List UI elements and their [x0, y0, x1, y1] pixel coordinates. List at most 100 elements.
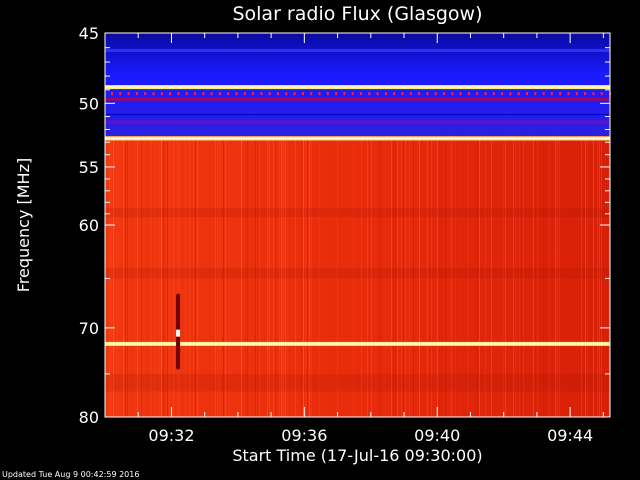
texture-streak — [273, 135, 274, 418]
texture-streak — [179, 135, 180, 418]
texture-band — [105, 268, 610, 279]
texture-streak — [309, 135, 310, 418]
texture-streak — [367, 135, 368, 418]
texture-streak — [371, 135, 372, 418]
texture-streak — [445, 135, 446, 418]
texture-streak — [537, 135, 538, 418]
marker-dot — [293, 92, 296, 96]
marker-dot — [119, 92, 122, 96]
burst-peak — [176, 329, 181, 337]
x-axis: 09:32 09:36 09:40 09:44 — [137, 33, 604, 445]
texture-streak — [295, 135, 296, 418]
texture-streak — [197, 135, 198, 418]
texture-streak — [439, 135, 440, 418]
texture-streak — [581, 135, 582, 418]
marker-dot — [584, 92, 587, 96]
marker-dot — [550, 92, 553, 96]
marker-dot — [135, 92, 138, 96]
marker-dot — [418, 92, 421, 96]
y-tick-label: 55 — [79, 158, 99, 177]
texture-streak — [303, 135, 304, 418]
marker-dot — [343, 92, 346, 96]
texture-streak — [229, 135, 230, 418]
marker-dot — [218, 92, 221, 96]
marker-dot — [351, 92, 354, 96]
texture-streak — [173, 135, 174, 418]
texture-streak — [137, 135, 138, 418]
texture-streak — [521, 135, 522, 418]
texture-streak — [405, 135, 406, 418]
texture-streak — [147, 135, 148, 418]
marker-dot — [243, 92, 246, 96]
texture-streak — [429, 135, 430, 418]
marker-dot — [567, 92, 570, 96]
marker-dot — [235, 92, 238, 96]
texture-streak — [457, 135, 458, 418]
texture-stripe — [105, 97, 610, 101]
marker-dot — [368, 92, 371, 96]
texture-streak — [111, 135, 112, 418]
marker-dot — [517, 92, 520, 96]
marker-dot — [426, 92, 429, 96]
texture-streak — [159, 135, 160, 418]
x-tick-label: 09:32 — [148, 426, 194, 445]
marker-dot — [459, 92, 462, 96]
plot-area — [105, 33, 610, 418]
texture-streak — [379, 135, 380, 418]
marker-dot — [160, 92, 163, 96]
x-tick-label: 09:36 — [281, 426, 327, 445]
texture-streak — [131, 135, 132, 418]
texture-streak — [305, 135, 306, 418]
texture-streak — [599, 135, 600, 418]
texture-streak — [533, 135, 534, 418]
texture-streak — [161, 135, 162, 418]
marker-dot — [285, 92, 288, 96]
marker-dot — [492, 92, 495, 96]
marker-dot — [335, 92, 338, 96]
marker-dot — [509, 92, 512, 96]
bright-line-core — [105, 137, 610, 140]
texture-streak — [505, 135, 506, 418]
texture-streak — [401, 135, 402, 418]
marker-dot — [260, 92, 263, 96]
texture-streak — [485, 135, 486, 418]
marker-dot — [600, 92, 603, 96]
texture-stripe — [105, 49, 610, 53]
texture-streak — [301, 135, 302, 418]
texture-streak — [543, 135, 544, 418]
texture-streak — [491, 135, 492, 418]
texture-streak — [219, 135, 220, 418]
texture-streak — [279, 135, 280, 418]
marker-dot — [277, 92, 279, 96]
marker-dot — [542, 92, 545, 96]
x-axis-label: Start Time (17-Jul-16 09:30:00) — [232, 446, 483, 465]
texture-stripe — [105, 120, 610, 125]
marker-dot — [592, 92, 595, 96]
texture-streak — [285, 135, 286, 418]
texture-streak — [151, 135, 152, 418]
marker-dot — [360, 92, 362, 96]
marker-dot — [301, 92, 304, 96]
texture-streak — [523, 135, 524, 418]
marker-dot — [559, 92, 562, 96]
marker-dot — [169, 92, 172, 96]
texture-streak — [167, 135, 168, 418]
texture-band — [105, 373, 610, 392]
texture-streak — [215, 135, 216, 418]
band-low — [105, 33, 610, 136]
texture-streak — [127, 135, 128, 418]
texture-streak — [597, 135, 598, 418]
texture-streak — [125, 135, 126, 418]
texture-streak — [479, 135, 480, 418]
texture-streak — [269, 135, 270, 418]
texture-streak — [193, 135, 194, 418]
bright-line-core — [105, 343, 610, 345]
texture-streak — [311, 135, 312, 418]
marker-dot — [202, 92, 205, 96]
texture-streak — [287, 135, 288, 418]
marker-dot — [393, 92, 396, 96]
texture-streak — [557, 135, 558, 418]
texture-streak — [189, 135, 190, 418]
marker-dot — [501, 92, 504, 96]
